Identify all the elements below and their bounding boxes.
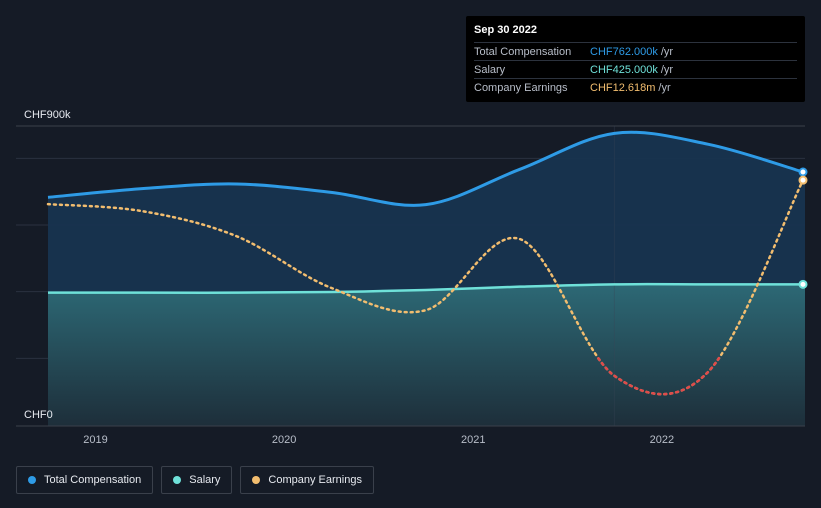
tooltip-unit: /yr [660,63,674,76]
salary-marker [798,279,808,289]
tooltip-label: Total Compensation [474,45,572,58]
salary-area [48,284,805,426]
legend-item-salary[interactable]: Salary [161,466,233,494]
end-markers [798,167,808,289]
salary-line [48,282,803,294]
earnings-line-negative [595,356,722,396]
y-tick-label-min: CHF0 [24,409,53,421]
legend-item-total-compensation[interactable]: Total Compensation [16,466,154,494]
tooltip-unit: /yr [660,45,674,58]
tooltip-label: Company Earnings [474,81,568,94]
company-earnings-line [46,178,805,396]
tooltip-row-salary: Salary CHF425.000k /yr [474,60,797,78]
legend: Total Compensation Salary Company Earnin… [16,466,374,494]
tooltip-row-company-earnings: Company Earnings CHF12.618m /yr [474,78,797,96]
x-tick-label: 2021 [461,434,485,446]
total-compensation-line [47,130,804,207]
earnings-marker [798,175,808,185]
y-tick-labels: CHF0 CHF900k [24,109,71,421]
tooltip-date: Sep 30 2022 [474,24,537,36]
legend-label: Company Earnings [268,474,362,486]
x-tick-labels: 2019 2020 2021 2022 [83,434,674,446]
tooltip-value: CHF762.000k [590,45,658,58]
total-compensation-marker [798,167,808,177]
tooltip-unit: /yr [658,81,671,94]
tooltip-value: CHF425.000k [590,63,658,76]
dot-icon [173,476,182,484]
x-tick-label: 2019 [83,434,107,446]
dot-icon [252,476,261,484]
legend-item-company-earnings[interactable]: Company Earnings [240,466,374,494]
tooltip-row-total-compensation: Total Compensation CHF762.000k /yr [474,42,797,60]
y-tick-label-max: CHF900k [24,109,71,121]
tooltip: Sep 30 2022 Total Compensation CHF762.00… [466,16,805,102]
tooltip-value: CHF12.618m [590,81,656,94]
x-tick-label: 2022 [650,434,674,446]
legend-label: Salary [189,474,221,486]
x-tick-label: 2020 [272,434,296,446]
dot-icon [28,476,36,484]
legend-label: Total Compensation [44,474,142,486]
tooltip-label: Salary [474,63,506,76]
